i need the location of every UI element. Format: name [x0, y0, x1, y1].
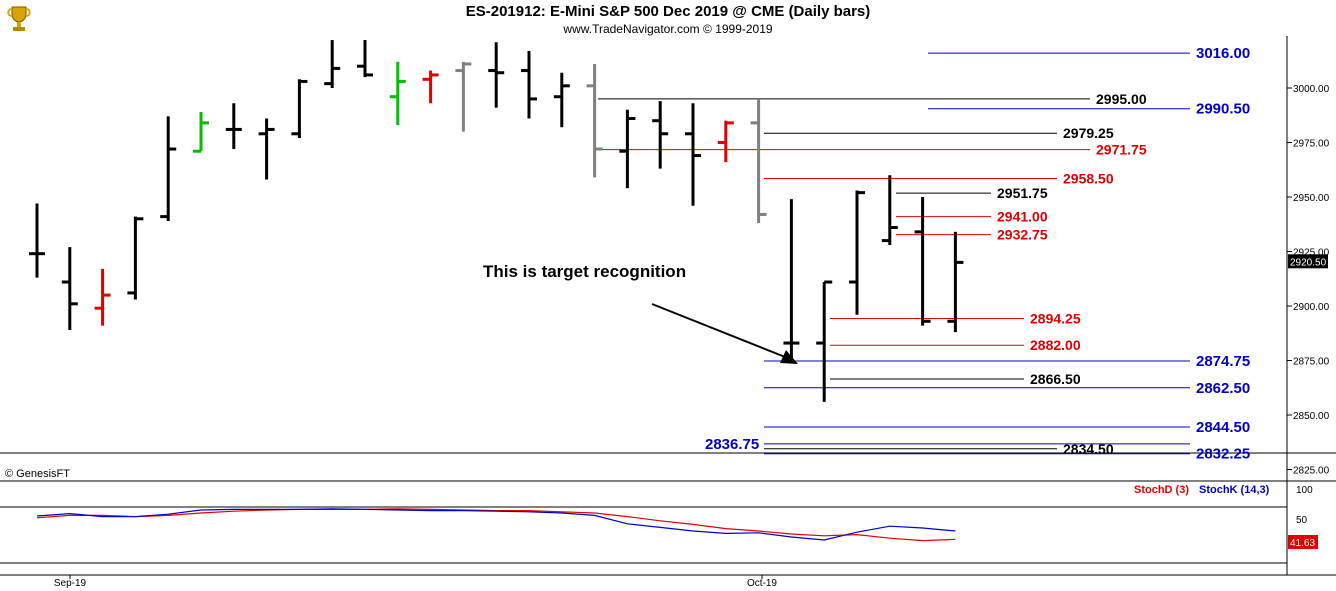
annotation-arrow [651, 303, 786, 358]
last-price-tag [1288, 254, 1328, 269]
y-tick-label: 2950.00 [1293, 193, 1330, 204]
copyright-text: © GenesisFT [5, 468, 70, 480]
annotation-text: This is target recognition [483, 262, 686, 281]
y-tick-label: 2925.00 [1293, 248, 1330, 259]
trophy-icon [6, 4, 32, 39]
y-tick-label: 2975.00 [1293, 139, 1330, 150]
level-label: 2866.50 [1030, 371, 1081, 387]
level-label: 2834.50 [1063, 441, 1114, 457]
level-label: 2894.25 [1030, 311, 1081, 327]
y-tick-label: 2850.00 [1293, 411, 1330, 422]
osc-legend-stochk: StochK (14,3) [1199, 484, 1270, 496]
level-label: 2990.50 [1196, 101, 1250, 118]
level-label: 2941.00 [997, 209, 1048, 225]
last-price-label: 2920.50 [1290, 257, 1327, 268]
level-label: 2874.75 [1196, 353, 1250, 370]
level-label: 2844.50 [1196, 419, 1250, 436]
level-label: 2862.50 [1196, 380, 1250, 397]
osc-last-tag [1288, 535, 1318, 549]
osc-series-line [36, 508, 956, 541]
level-label: 2958.50 [1063, 170, 1114, 186]
osc-tick-label: 100 [1296, 485, 1313, 496]
chart-subtitle: www.TradeNavigator.com © 1999-2019 [563, 22, 773, 36]
y-tick-label: 2875.00 [1293, 357, 1330, 368]
level-label: 2932.75 [997, 227, 1048, 243]
osc-tick-label: 50 [1296, 515, 1308, 526]
x-tick-label: Oct-19 [747, 578, 777, 589]
level-label: 3016.00 [1196, 45, 1250, 62]
level-label: 2951.75 [997, 185, 1048, 201]
osc-legend-stochd: StochD (3) [1134, 484, 1189, 496]
level-label: 2832.25 [1196, 446, 1250, 463]
level-label: 2836.75 [705, 436, 759, 453]
level-label: 2971.75 [1096, 142, 1147, 158]
level-label: 2979.25 [1063, 125, 1114, 141]
osc-last-label: 41.63 [1290, 538, 1315, 549]
y-tick-label: 2900.00 [1293, 302, 1330, 313]
x-tick-label: Sep-19 [54, 578, 87, 589]
chart-title: ES-201912: E-Mini S&P 500 Dec 2019 @ CME… [465, 3, 871, 20]
level-label: 2882.00 [1030, 337, 1081, 353]
y-tick-label: 2825.00 [1293, 466, 1330, 477]
level-label: 2995.00 [1096, 91, 1147, 107]
y-tick-label: 3000.00 [1293, 84, 1330, 95]
annotation-arrowhead [780, 350, 798, 364]
